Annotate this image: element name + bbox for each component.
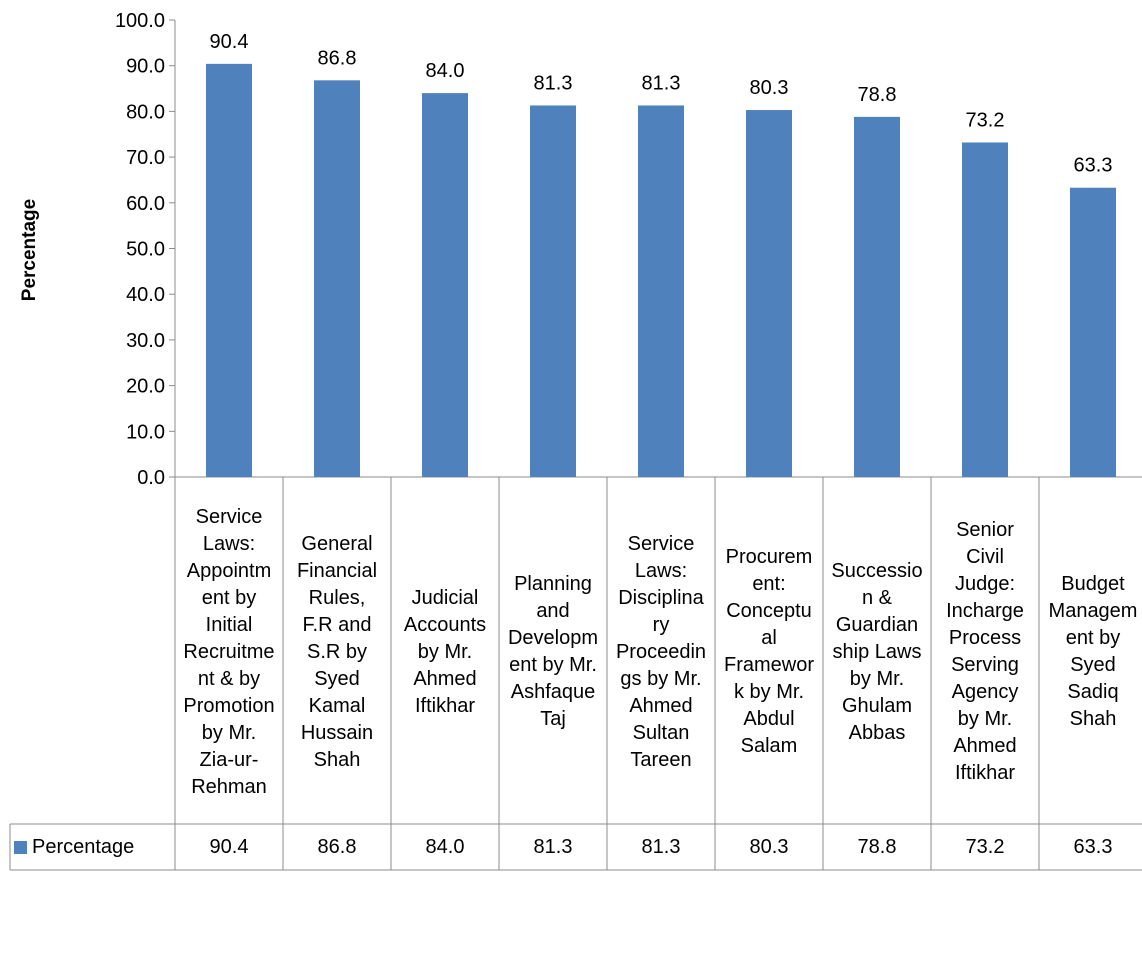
legend-label: Percentage [32,835,135,858]
data-label: 80.3 [750,77,789,99]
y-tick-label: 70.0 [126,147,165,169]
category-label: Procurement: Conceptual Framework by Mr.… [715,482,823,822]
category-label: Senior Civil Judge: Incharge Process Ser… [931,482,1039,822]
category-label-text: Judicial Accounts by Mr. Ahmed Iftikhar [403,586,487,717]
category-label-text: Service Laws: Appointment by Initial Rec… [183,505,275,798]
y-tick-label: 80.0 [126,101,165,123]
category-label: General Financial Rules, F.R and S.R by … [283,482,391,822]
data-label: 84.0 [426,60,465,82]
y-tick-label: 20.0 [126,376,165,398]
category-label: Service Laws: Appointment by Initial Rec… [175,482,283,822]
table-value: 86.8 [317,835,357,858]
table-value: 90.4 [209,835,249,858]
bars [206,63,1116,478]
table-value: 73.2 [965,835,1005,858]
category-label: Planning and Development by Mr. Ashfaque… [499,482,607,822]
table-value: 81.3 [533,835,573,858]
category-label-text: Service Laws: Disciplinary Proceedings b… [615,532,707,771]
bar [962,142,1008,477]
table-value: 80.3 [749,835,789,858]
category-label: Succession & Guardianship Laws by Mr. Gh… [823,482,931,822]
y-axis-title: Percentage [10,150,50,350]
y-tick-label: 90.0 [126,56,165,78]
y-tick-label: 30.0 [126,330,165,352]
y-tick-label: 40.0 [126,284,165,306]
category-label-text: Planning and Development by Mr. Ashfaque… [507,573,599,730]
y-tick-label: 50.0 [126,239,165,261]
category-label-text: General Financial Rules, F.R and S.R by … [296,532,378,771]
bar [314,80,360,477]
y-tick-label: 0.0 [137,467,165,489]
bar [1070,187,1116,477]
y-tick-label: 10.0 [126,421,165,443]
category-label-text: Succession & Guardianship Laws by Mr. Gh… [831,559,923,744]
data-label: 90.4 [210,31,249,53]
bar [746,110,792,478]
data-label: 63.3 [1074,155,1113,177]
legend-swatch [14,840,27,854]
bar [206,63,252,477]
bar [638,105,684,478]
y-axis-title-text: Percentage [19,198,40,302]
category-label: Budget Management by Syed Sadiq Shah [1039,482,1142,822]
data-label: 78.8 [858,84,897,106]
legend: Percentage [14,824,134,870]
data-label: 81.3 [534,72,573,94]
y-tick-label: 100.0 [115,10,165,32]
bar [854,116,900,477]
table-value: 78.8 [857,835,897,858]
y-tick-label: 60.0 [126,193,165,215]
y-axis: 0.0 10.0 20.0 30.0 40.0 50.0 60.0 70.0 80.0 90.0 1… [115,10,176,489]
table-value: 63.3 [1073,835,1113,858]
category-label-text: Procurement: Conceptual Framework by Mr.… [723,546,814,757]
category-label: Judicial Accounts by Mr. Ahmed Iftikhar [391,482,499,822]
data-label: 73.2 [966,109,1005,131]
bar [422,93,468,478]
table-value: 81.3 [641,835,681,858]
data-label: 81.3 [642,72,681,94]
bar [530,105,576,478]
category-label-text: Senior Civil Judge: Incharge Process Ser… [946,519,1024,784]
category-label: Service Laws: Disciplinary Proceedings b… [607,482,715,822]
category-label-text: Budget Management by Syed Sadiq Shah [1048,573,1138,730]
table-value: 84.0 [425,835,465,858]
data-label: 86.8 [318,47,357,69]
data-labels: 90.4 86.8 84.0 81.3 81.3 80.3 78.8 73.2 63.3 [210,31,1113,177]
